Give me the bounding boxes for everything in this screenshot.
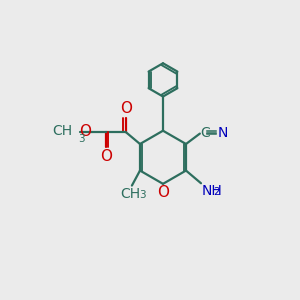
Text: O: O bbox=[79, 124, 91, 139]
Text: 2: 2 bbox=[214, 187, 220, 197]
Text: O: O bbox=[157, 185, 169, 200]
Text: C: C bbox=[200, 126, 210, 140]
Text: 3: 3 bbox=[79, 134, 85, 144]
Text: CH: CH bbox=[121, 188, 141, 201]
Text: NH: NH bbox=[202, 184, 223, 198]
Text: 3: 3 bbox=[139, 190, 146, 200]
Text: O: O bbox=[100, 149, 112, 164]
Text: O: O bbox=[120, 100, 132, 116]
Text: CH: CH bbox=[52, 124, 72, 138]
Text: N: N bbox=[217, 126, 228, 140]
